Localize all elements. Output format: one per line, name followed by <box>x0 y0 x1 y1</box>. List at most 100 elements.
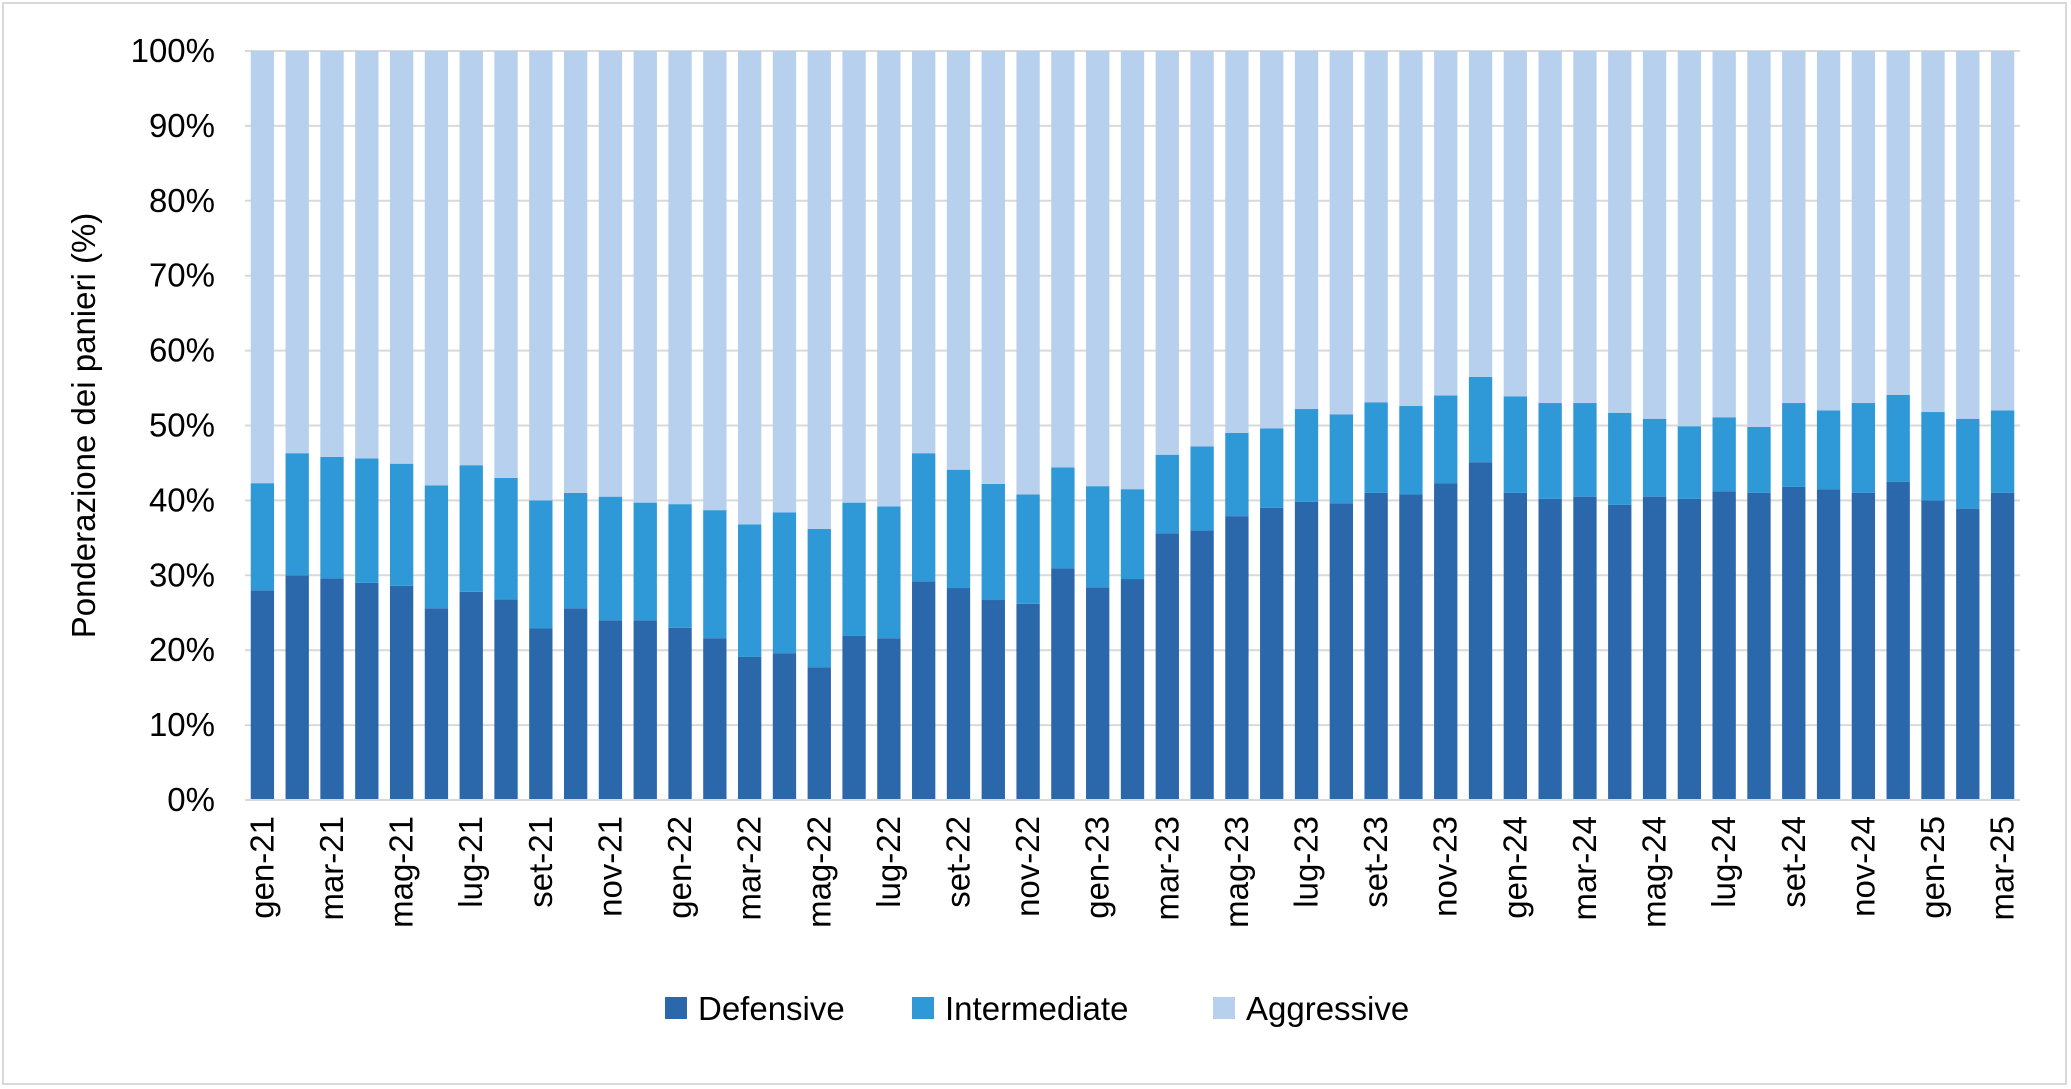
bar-aggressive-dic-24 <box>1886 51 1910 395</box>
bar-defensive-dic-21 <box>633 620 657 800</box>
x-tick-label: set-22 <box>939 816 976 908</box>
x-tick-label: lug-24 <box>1705 816 1742 908</box>
legend-label-intermediate: Intermediate <box>945 990 1128 1027</box>
y-tick-label: 70% <box>149 257 215 294</box>
bar-intermediate-ott-24 <box>1816 410 1841 490</box>
bar-intermediate-ott-21 <box>563 492 588 609</box>
bar-aggressive-ott-21 <box>563 51 588 493</box>
bar-aggressive-feb-23 <box>1120 51 1145 490</box>
bar-intermediate-gen-22 <box>668 504 692 628</box>
y-tick-label: 10% <box>149 706 215 743</box>
bar-intermediate-ott-22 <box>981 483 1005 601</box>
bar-intermediate-set-23 <box>1364 402 1388 493</box>
bar-aggressive-giu-24 <box>1677 51 1702 427</box>
bar-intermediate-ott-23 <box>1399 406 1423 495</box>
bar-intermediate-giu-23 <box>1260 428 1284 508</box>
y-tick-label: 80% <box>149 182 215 219</box>
bar-defensive-giu-22 <box>842 635 866 800</box>
bar-intermediate-feb-24 <box>1538 403 1562 499</box>
bar-defensive-feb-23 <box>1120 579 1145 800</box>
y-tick-label: 30% <box>149 556 215 593</box>
bar-aggressive-nov-22 <box>1016 51 1040 495</box>
bar-intermediate-dic-23 <box>1468 376 1493 463</box>
bar-intermediate-lug-22 <box>877 506 901 639</box>
bar-defensive-set-24 <box>1782 486 1806 800</box>
bar-aggressive-feb-22 <box>703 51 727 511</box>
x-tick-label: mar-21 <box>313 816 350 921</box>
bar-aggressive-nov-24 <box>1851 51 1876 404</box>
bar-aggressive-set-22 <box>946 51 971 470</box>
bar-aggressive-dic-22 <box>1051 51 1075 468</box>
x-tick-label: lug-22 <box>870 816 907 908</box>
bar-aggressive-mag-23 <box>1225 51 1249 433</box>
bar-intermediate-ago-24 <box>1747 426 1771 493</box>
bar-aggressive-mag-24 <box>1642 51 1667 419</box>
bar-intermediate-mag-24 <box>1642 418 1667 497</box>
bar-aggressive-mar-22 <box>737 51 762 525</box>
y-tick-label: 20% <box>149 631 215 668</box>
bar-aggressive-lug-24 <box>1712 51 1736 418</box>
bar-defensive-ott-22 <box>981 600 1005 800</box>
bar-defensive-nov-23 <box>1434 483 1458 800</box>
bar-defensive-feb-25 <box>1956 508 1980 800</box>
bar-defensive-mag-22 <box>807 667 831 800</box>
bar-aggressive-apr-24 <box>1608 51 1632 413</box>
bar-aggressive-mag-21 <box>389 51 414 464</box>
bar-defensive-mar-21 <box>320 578 344 800</box>
x-tick-label: set-24 <box>1775 816 1812 908</box>
bar-defensive-dic-23 <box>1468 462 1493 800</box>
bar-aggressive-apr-22 <box>772 51 797 513</box>
bar-intermediate-gen-25 <box>1921 412 1945 501</box>
x-tick-label: lug-21 <box>452 816 489 908</box>
bar-intermediate-giu-22 <box>842 502 866 636</box>
bar-intermediate-mar-24 <box>1573 403 1597 497</box>
x-tick-label: lug-23 <box>1288 816 1325 908</box>
bar-intermediate-set-21 <box>529 500 553 629</box>
bar-defensive-mag-21 <box>389 585 414 800</box>
bar-aggressive-feb-25 <box>1956 51 1980 419</box>
bar-intermediate-mag-21 <box>389 463 414 586</box>
bar-intermediate-lug-24 <box>1712 417 1736 492</box>
x-tick-label: set-21 <box>522 816 559 908</box>
bar-intermediate-feb-21 <box>285 453 309 576</box>
bar-aggressive-gen-23 <box>1086 51 1110 487</box>
bar-intermediate-dic-22 <box>1051 467 1075 569</box>
bar-aggressive-dic-23 <box>1468 51 1493 377</box>
bar-defensive-gen-24 <box>1503 492 1528 800</box>
bar-aggressive-set-23 <box>1364 51 1388 403</box>
x-tick-label: gen-25 <box>1914 816 1951 919</box>
bar-aggressive-set-21 <box>529 51 553 501</box>
bar-intermediate-mar-25 <box>1990 410 2015 493</box>
x-tick-label: mag-23 <box>1218 816 1255 928</box>
legend-label-defensive: Defensive <box>698 990 845 1027</box>
bar-defensive-ott-23 <box>1399 494 1423 800</box>
bar-defensive-feb-22 <box>703 638 727 800</box>
x-tick-label: mag-21 <box>383 816 420 928</box>
bar-defensive-ago-23 <box>1329 503 1353 800</box>
bar-intermediate-giu-24 <box>1677 426 1702 499</box>
x-tick-label: mar-22 <box>731 816 768 921</box>
legend: Defensive Intermediate Aggressive <box>665 990 1409 1027</box>
bar-aggressive-gen-25 <box>1921 51 1945 413</box>
legend-swatch-intermediate <box>912 997 934 1019</box>
bar-aggressive-lug-22 <box>877 51 901 507</box>
bar-aggressive-gen-21 <box>250 51 275 484</box>
y-tick-label: 60% <box>149 332 215 369</box>
bar-intermediate-ago-21 <box>494 477 518 600</box>
bar-defensive-mag-23 <box>1225 516 1249 800</box>
x-tick-label: mar-25 <box>1984 816 2021 921</box>
bar-defensive-mar-22 <box>737 656 762 800</box>
bar-intermediate-nov-24 <box>1851 403 1876 493</box>
bar-defensive-ago-24 <box>1747 492 1771 800</box>
bar-defensive-ott-21 <box>563 608 588 800</box>
bar-aggressive-apr-23 <box>1190 51 1214 447</box>
y-tick-label: 40% <box>149 481 215 518</box>
bar-defensive-lug-21 <box>459 591 483 800</box>
x-tick-label: nov-24 <box>1844 816 1881 917</box>
x-tick-label: nov-21 <box>591 816 628 917</box>
bar-intermediate-nov-21 <box>598 496 623 621</box>
bar-defensive-set-21 <box>529 628 553 800</box>
y-tick-label: 90% <box>149 107 215 144</box>
x-tick-label: mag-24 <box>1636 816 1673 928</box>
x-tick-label: gen-21 <box>243 816 280 919</box>
